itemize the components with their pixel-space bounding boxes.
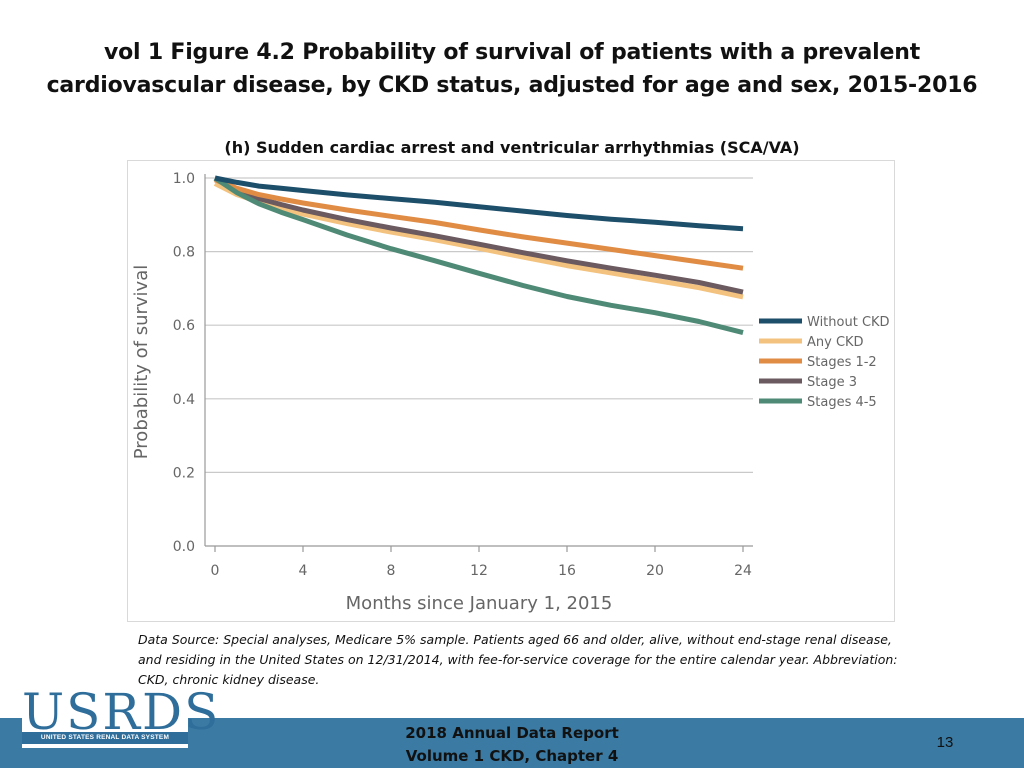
legend-label: Stages 1-2: [807, 355, 877, 370]
legend-label: Any CKD: [807, 335, 864, 350]
x-tick-label: 12: [470, 563, 488, 579]
legend-label: Without CKD: [807, 315, 890, 330]
x-tick-label: 16: [558, 563, 576, 579]
y-tick-label: 0.0: [173, 539, 195, 555]
page-number: 13: [936, 734, 954, 751]
y-tick-label: 0.2: [173, 465, 195, 481]
x-tick-label: 0: [211, 563, 220, 579]
footer-line-2: Volume 1 CKD, Chapter 4: [405, 747, 619, 765]
x-tick-label: 4: [299, 563, 308, 579]
y-tick-label: 0.6: [173, 318, 195, 334]
y-axis-label: Probability of survival: [131, 265, 152, 459]
x-axis-label: Months since January 1, 2015: [346, 593, 613, 614]
data-source-note: Data Source: Special analyses, Medicare …: [138, 632, 898, 687]
series-line-stages-1-2: [214, 177, 744, 271]
series-line-stages-4-5: [213, 175, 744, 336]
slide-title: vol 1 Figure 4.2 Probability of survival…: [40, 36, 984, 102]
x-tick-label: 20: [646, 563, 664, 579]
logo-subtext: UNITED STATES RENAL DATA SYSTEM: [40, 734, 170, 741]
legend-label: Stage 3: [807, 375, 857, 390]
report-info: 2018 Annual Data Report Volume 1 CKD, Ch…: [340, 722, 684, 768]
usrds-logo: USRDS UNITED STATES RENAL DATA SYSTEM: [22, 683, 218, 748]
series-line-without-ckd: [214, 175, 744, 232]
chart-subtitle: (h) Sudden cardiac arrest and ventricula…: [224, 138, 800, 157]
chart-frame: [127, 160, 895, 622]
legend-label: Stages 4-5: [807, 395, 877, 410]
title-line-2: cardiovascular disease, by CKD status, a…: [46, 73, 978, 98]
logo-text: USRDS: [22, 683, 221, 741]
y-tick-label: 0.4: [173, 392, 195, 408]
survival-line-chart: 0.0 0.2 0.4 0.6 0.8 1.0 0 4 8 12 16 20 24 Months sinc…: [131, 171, 890, 614]
x-tick-label: 8: [387, 563, 396, 579]
logo-bar: [22, 732, 188, 744]
footer-line-1: 2018 Annual Data Report: [405, 724, 619, 742]
series-line-stage-3: [213, 176, 744, 295]
y-tick-label: 0.8: [173, 245, 195, 261]
y-tick-label: 1.0: [173, 171, 195, 187]
x-tick-label: 24: [734, 563, 752, 579]
title-line-1: vol 1 Figure 4.2 Probability of survival…: [103, 40, 921, 65]
